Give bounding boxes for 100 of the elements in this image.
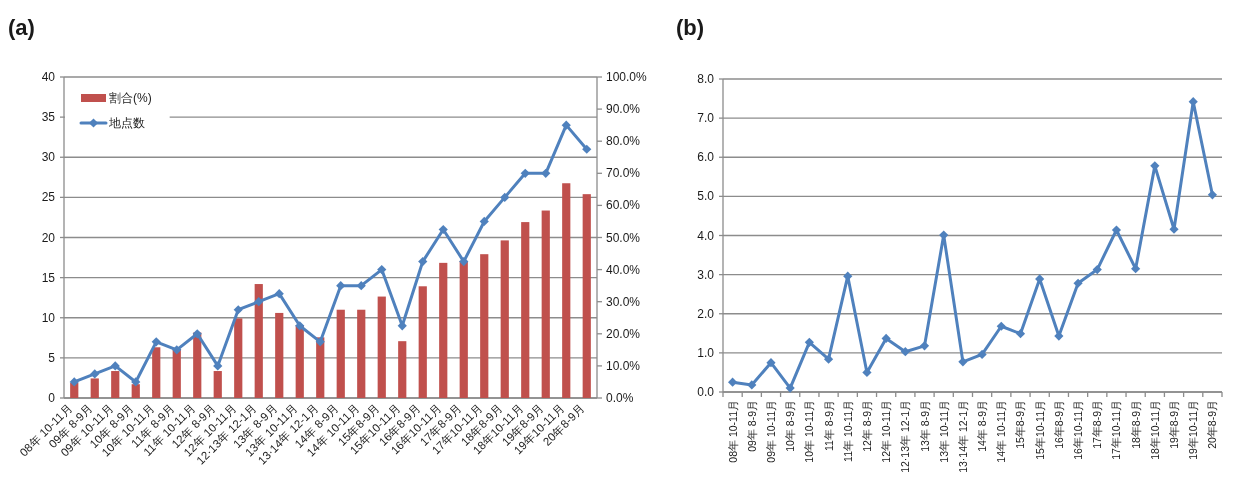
- x-tick-label: 15年10-11月: [1033, 400, 1046, 460]
- x-tick-label: 11年 10-11月: [841, 400, 854, 462]
- point: [785, 383, 795, 393]
- chart-title: (b): [676, 15, 705, 40]
- point: [582, 144, 592, 154]
- y2-tick-label: 10.0%: [606, 358, 641, 373]
- bar: [336, 309, 345, 398]
- y2-tick-label: 60.0%: [606, 198, 641, 213]
- bar: [439, 262, 448, 398]
- point: [151, 337, 161, 347]
- point: [747, 380, 757, 390]
- bar: [152, 347, 161, 398]
- legend-label: 割合(%): [109, 91, 152, 105]
- bar: [521, 222, 530, 398]
- point: [192, 329, 202, 339]
- y-tick-label: 30: [41, 150, 56, 165]
- y-tick-label: 3.0: [697, 267, 715, 282]
- y2-tick-label: 0.0%: [606, 391, 634, 405]
- x-tick-label: 10年 10-11月: [803, 400, 816, 463]
- bar: [541, 210, 550, 398]
- x-tick-label: 08年 10-11月: [726, 400, 739, 463]
- x-tick-label: 12年 10-11月: [880, 400, 893, 463]
- bar: [582, 194, 591, 398]
- y-tick-label: 20: [41, 230, 56, 245]
- point: [1207, 190, 1217, 200]
- point: [728, 377, 738, 387]
- x-tick-label: 16年8-9月: [1052, 400, 1065, 449]
- point: [295, 321, 305, 331]
- point: [438, 224, 448, 235]
- y-tick-label: 1.0: [697, 345, 715, 360]
- point: [377, 265, 387, 275]
- y2-tick-label: 20.0%: [606, 326, 641, 341]
- x-tick-label: 16年10-11月: [1072, 400, 1085, 460]
- y-tick-label: 15: [41, 270, 56, 285]
- y2-tick-label: 50.0%: [606, 230, 641, 245]
- y-tick-label: 6.0: [697, 150, 715, 165]
- y-tick-label: 5.0: [697, 189, 715, 204]
- point: [996, 321, 1006, 331]
- x-tick-label: 09年 10-11月: [764, 400, 777, 463]
- point: [315, 337, 325, 347]
- legend-label: 地点数: [108, 116, 145, 130]
- point: [69, 377, 79, 387]
- y-tick-label: 0: [48, 391, 56, 405]
- point: [823, 354, 834, 364]
- x-tick-label: 13年 8-9月: [918, 400, 931, 452]
- point: [254, 297, 264, 307]
- y-tick-label: 35: [41, 110, 56, 125]
- x-tick-label: 15年8-9月: [1014, 400, 1027, 449]
- point: [356, 281, 366, 291]
- point: [977, 349, 987, 360]
- y-tick-label: 40: [41, 70, 56, 84]
- point: [233, 305, 243, 315]
- x-tick-label: 17年10-11月: [1110, 400, 1123, 460]
- point: [110, 361, 120, 371]
- point: [500, 192, 510, 202]
- bar: [90, 378, 99, 398]
- x-tick-label: 09年 8-9月: [745, 400, 758, 452]
- x-tick-label: 20年8-9月: [1206, 400, 1219, 449]
- point: [804, 337, 814, 347]
- point: [541, 168, 551, 178]
- x-tick-label: 14年 8-9月: [976, 400, 989, 452]
- x-tick-label: 18年10-11月: [1148, 400, 1161, 460]
- bar: [295, 325, 304, 398]
- x-tick-label: 19年8-9月: [1168, 400, 1181, 449]
- bar: [459, 260, 468, 398]
- x-tick-label: 11年 8-9月: [822, 400, 835, 451]
- point: [274, 289, 284, 299]
- point: [561, 120, 571, 130]
- point: [1073, 278, 1083, 288]
- point: [958, 357, 968, 367]
- x-tick-label: 18年8-9月: [1129, 400, 1142, 449]
- y-tick-label: 2.0: [697, 306, 715, 321]
- point: [131, 377, 141, 387]
- bar: [418, 286, 427, 398]
- x-tick-label: 13·14年 12-1月: [956, 400, 969, 473]
- x-tick-label: 12·13年 12-1月: [899, 400, 912, 473]
- bar: [131, 384, 140, 398]
- bar: [562, 183, 571, 398]
- point: [881, 333, 891, 343]
- bar: [357, 309, 366, 398]
- point: [766, 358, 776, 368]
- point: [459, 256, 469, 267]
- point: [479, 216, 489, 227]
- bar: [398, 341, 407, 398]
- y-tick-label: 4.0: [697, 228, 715, 243]
- y2-tick-label: 30.0%: [606, 294, 641, 309]
- y-tick-label: 8.0: [697, 72, 715, 86]
- bar: [213, 371, 222, 398]
- point: [336, 281, 346, 291]
- point: [1092, 264, 1102, 275]
- bar: [234, 318, 243, 398]
- bar: [480, 254, 489, 398]
- point: [418, 256, 428, 267]
- x-tick-label: 12年 8-9月: [860, 400, 873, 452]
- point: [919, 341, 930, 351]
- bar: [500, 240, 509, 398]
- y-tick-label: 7.0: [697, 111, 715, 126]
- y-tick-label: 5: [48, 350, 56, 365]
- point: [900, 347, 910, 357]
- bar: [377, 296, 386, 398]
